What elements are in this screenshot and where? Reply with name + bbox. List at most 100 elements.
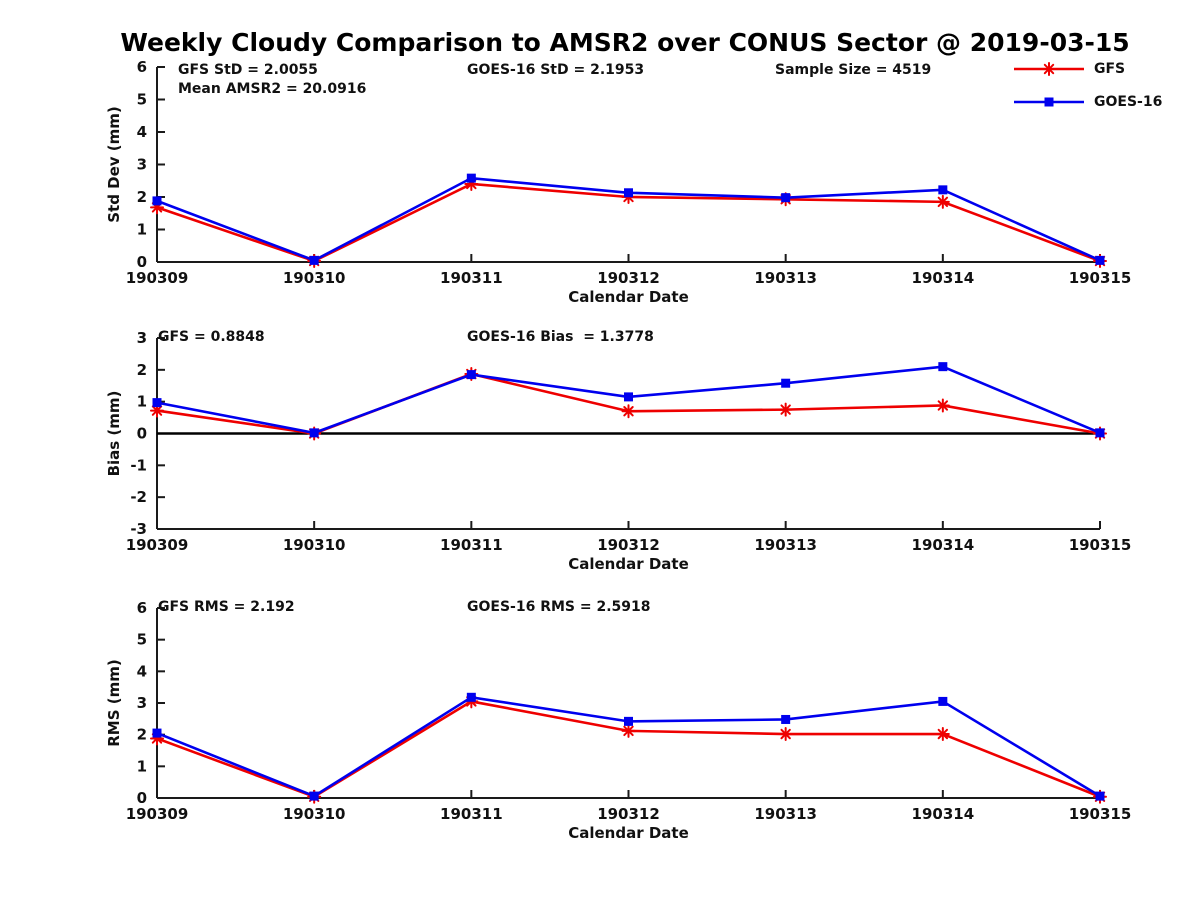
data-point-asterisk-marker — [778, 727, 793, 742]
y-tick-label: 2 — [137, 726, 147, 744]
y-tick-label: -1 — [130, 456, 147, 474]
x-axis-title: Calendar Date — [568, 555, 689, 573]
data-point-square-marker — [152, 728, 162, 738]
y-tick-label: 6 — [137, 599, 147, 617]
y-tick-label: 4 — [137, 123, 147, 141]
x-tick-label: 190314 — [912, 536, 975, 554]
y-tick-label: -3 — [130, 520, 147, 538]
chart-title: Weekly Cloudy Comparison to AMSR2 over C… — [120, 28, 1130, 57]
x-tick-label: 190311 — [440, 805, 503, 823]
x-tick-label: 190313 — [754, 805, 817, 823]
data-point-asterisk-marker — [935, 727, 950, 742]
x-tick-label: 190315 — [1069, 536, 1132, 554]
y-tick-label: 3 — [137, 694, 147, 712]
data-point-square-marker — [624, 716, 633, 726]
legend-label-gfs: GFS — [1094, 61, 1126, 77]
x-tick-label: 190310 — [283, 805, 346, 823]
data-point-square-marker — [938, 185, 948, 195]
x-tick-label: 190310 — [283, 269, 346, 287]
data-point-asterisk-marker — [621, 723, 636, 738]
series-line-gfs — [156, 700, 1101, 799]
y-tick-label: 0 — [137, 253, 147, 271]
x-tick-label: 190311 — [440, 536, 503, 554]
data-point-square-marker — [309, 791, 319, 801]
data-point-square-marker — [466, 370, 476, 380]
y-tick-label: 1 — [137, 757, 147, 775]
data-point-square-marker — [466, 692, 476, 702]
x-tick-label: 190309 — [126, 269, 189, 287]
data-point-asterisk-marker — [1042, 62, 1056, 76]
annotation: GFS = 0.8848 — [158, 329, 265, 345]
data-point-square-marker — [781, 193, 791, 203]
goes16-line-square-icon — [1014, 97, 1084, 107]
x-tick-label: 190309 — [126, 536, 189, 554]
y-tick-label: 2 — [137, 361, 147, 379]
data-point-square-marker — [781, 378, 791, 388]
x-tick-label: 190313 — [754, 269, 817, 287]
y-tick-label: 3 — [137, 329, 147, 347]
data-point-square-marker — [1095, 428, 1105, 438]
data-point-square-marker — [466, 173, 476, 183]
x-axis-title: Calendar Date — [568, 288, 689, 306]
y-tick-label: 0 — [137, 789, 147, 807]
data-point-square-marker — [938, 696, 948, 706]
y-tick-label: 0 — [137, 425, 147, 443]
y-tick-label: 1 — [137, 393, 147, 411]
x-tick-label: 190313 — [754, 536, 817, 554]
y-axis-title: Bias (mm) — [105, 391, 123, 477]
data-point-square-marker — [624, 392, 633, 402]
data-point-asterisk-marker — [778, 402, 793, 417]
x-axis-title: Calendar Date — [568, 824, 689, 842]
data-point-square-marker — [1044, 97, 1054, 107]
x-tick-label: 190311 — [440, 269, 503, 287]
y-tick-label: 4 — [137, 662, 147, 680]
series-line-gfs — [156, 372, 1101, 435]
annotation: Mean AMSR2 = 20.0916 — [178, 81, 366, 97]
subplot-bias: -3 -2 -1 0 1 2 3 190309 190310 190311 190312 190313… — [105, 329, 1131, 573]
y-tick-label: 2 — [137, 188, 147, 206]
y-tick-label: 1 — [137, 221, 147, 239]
data-point-square-marker — [152, 398, 162, 408]
chart-legend: GFS GOES-16 — [1012, 60, 1162, 126]
y-tick-label: 5 — [137, 91, 147, 109]
data-point-asterisk-marker — [935, 398, 950, 413]
x-tick-label: 190312 — [597, 536, 660, 554]
y-tick-label: 3 — [137, 156, 147, 174]
annotation: GFS StD = 2.0055 — [178, 62, 318, 78]
annotation: GOES-16 StD = 2.1953 — [467, 62, 644, 78]
data-point-square-marker — [152, 196, 162, 206]
x-tick-label: 190312 — [597, 805, 660, 823]
x-tick-label: 190315 — [1069, 269, 1132, 287]
y-tick-label: 5 — [137, 631, 147, 649]
annotation: GFS RMS = 2.192 — [158, 599, 295, 615]
data-point-square-marker — [624, 188, 633, 198]
series-line-goes-16 — [156, 695, 1101, 798]
x-tick-label: 190310 — [283, 536, 346, 554]
legend-item-goes16: GOES-16 — [1012, 93, 1162, 111]
x-tick-label: 190315 — [1069, 805, 1132, 823]
data-point-square-marker — [1095, 255, 1105, 265]
y-axis-title: Std Dev (mm) — [105, 106, 123, 223]
y-axis-title: RMS (mm) — [105, 659, 123, 746]
x-tick-label: 190314 — [912, 805, 975, 823]
data-point-square-marker — [1095, 791, 1105, 801]
legend-item-gfs: GFS — [1012, 60, 1162, 78]
annotation: Sample Size = 4519 — [775, 62, 931, 78]
x-tick-label: 190314 — [912, 269, 975, 287]
gfs-line-asterisk-icon — [1014, 62, 1084, 76]
data-point-square-marker — [309, 255, 319, 265]
subplot-std-dev: 0 1 2 3 4 5 6 190309 190310 190311 190312 190313 190… — [105, 58, 1131, 306]
x-tick-label: 190309 — [126, 805, 189, 823]
annotation: GOES-16 Bias = 1.3778 — [467, 329, 654, 345]
x-tick-label: 190312 — [597, 269, 660, 287]
annotation: GOES-16 RMS = 2.5918 — [467, 599, 651, 615]
subplot-rms: 0 1 2 3 4 5 6 190309 190310 190311 190312 190313 190… — [105, 599, 1131, 842]
legend-label-goes16: GOES-16 — [1094, 94, 1163, 110]
data-point-square-marker — [309, 428, 319, 438]
data-point-asterisk-marker — [935, 194, 950, 209]
data-point-asterisk-marker — [621, 404, 636, 419]
data-point-square-marker — [938, 362, 948, 372]
data-point-square-marker — [781, 714, 791, 724]
